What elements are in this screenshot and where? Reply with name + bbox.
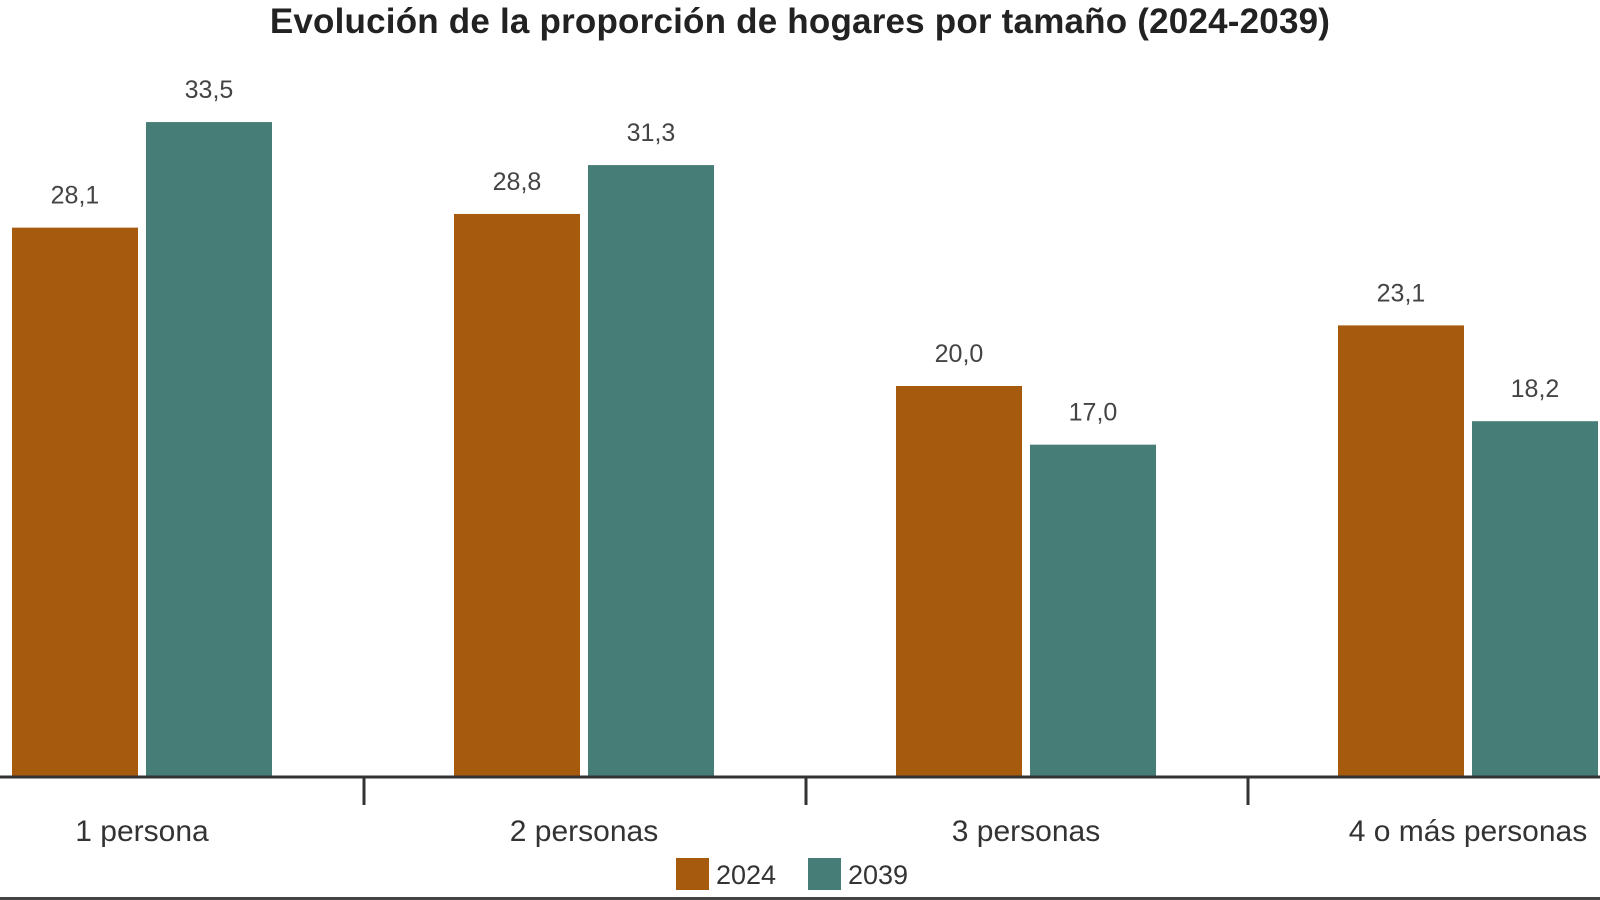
category-label: 2 personas [510,815,658,848]
legend: 2024 2039 [676,858,908,890]
data-label: 33,5 [185,76,234,104]
category-label: 1 persona [75,815,209,848]
data-label: 28,1 [51,182,100,210]
bar-2024-2 [896,386,1022,777]
data-label: 18,2 [1511,375,1560,403]
bar-2039-1 [588,165,714,777]
bar-2039-0 [146,122,272,777]
bar-2024-0 [12,227,138,777]
legend-label-2024: 2024 [716,860,776,890]
legend-label-2039: 2039 [848,860,908,890]
bar-2024-3 [1338,325,1464,777]
x-axis: 1 persona 2 personas 3 personas 4 o más per… [0,775,1600,848]
bar-2024-1 [454,213,580,777]
data-label: 23,1 [1377,279,1426,307]
data-label: 20,0 [935,340,984,368]
bar-2039-2 [1030,444,1156,777]
legend-swatch-2024 [676,858,709,890]
data-label: 17,0 [1069,399,1118,427]
data-label: 28,8 [493,168,542,196]
category-label: 3 personas [952,815,1100,848]
chart-title: Evolución de la proporción de hogares po… [269,2,1331,41]
category-label: 4 o más personas [1349,815,1587,848]
value-labels-layer: 28,1 33,5 28,8 31,3 20,0 17,0 23,1 18,2 [51,76,1560,427]
bar-2039-3 [1472,421,1598,777]
bars-layer [12,122,1598,777]
data-label: 31,3 [627,119,676,147]
legend-swatch-2039 [808,858,841,890]
bottom-border [0,897,1600,900]
